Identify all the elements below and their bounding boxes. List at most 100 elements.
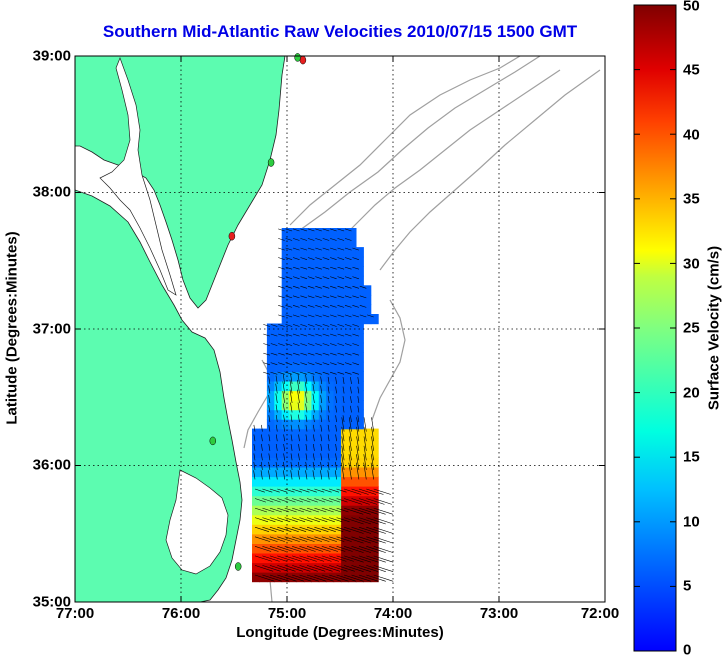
- velocity-vector: [344, 276, 352, 280]
- velocity-vector: [329, 488, 340, 493]
- velocity-vector: [322, 371, 330, 375]
- velocity-cell: [348, 466, 357, 478]
- velocity-cell: [289, 486, 298, 497]
- velocity-vector: [335, 415, 337, 423]
- velocity-vector: [300, 238, 308, 241]
- velocity-cell: [266, 562, 275, 573]
- velocity-cell: [304, 562, 312, 573]
- velocity-vector: [327, 443, 330, 451]
- velocity-cell: [363, 457, 372, 468]
- velocity-cell: [274, 457, 283, 468]
- velocity-cell: [274, 466, 283, 478]
- velocity-vector: [322, 257, 330, 260]
- velocity-cell: [274, 447, 283, 458]
- velocity-vector: [277, 565, 296, 572]
- velocity-vector: [275, 404, 278, 413]
- velocity-vector: [299, 507, 312, 513]
- velocity-vector: [320, 376, 323, 384]
- velocity-vector: [344, 238, 352, 241]
- velocity-vector: [359, 314, 367, 318]
- velocity-cell: [333, 323, 342, 334]
- velocity-cell: [304, 304, 312, 315]
- velocity-cell: [326, 380, 335, 392]
- velocity-cell: [348, 323, 357, 334]
- velocity-vector: [285, 228, 293, 232]
- velocity-cell: [341, 294, 350, 306]
- velocity-vector: [277, 371, 285, 375]
- velocity-vector: [342, 415, 345, 423]
- velocity-vector: [337, 371, 345, 375]
- velocity-cell: [318, 247, 327, 258]
- velocity-vector: [292, 285, 300, 289]
- velocity-vector: [350, 396, 352, 404]
- velocity-cell: [333, 428, 342, 439]
- velocity-cell: [348, 514, 357, 525]
- velocity-cell: [355, 247, 364, 258]
- velocity-cell: [289, 333, 298, 344]
- velocity-vector: [315, 305, 322, 308]
- velocity-cell: [326, 361, 335, 372]
- velocity-cell: [355, 447, 364, 458]
- velocity-vector: [341, 445, 345, 461]
- velocity-cell: [326, 266, 335, 277]
- velocity-vector: [356, 445, 360, 461]
- velocity-vector: [305, 434, 308, 442]
- velocity-cell: [281, 342, 290, 353]
- velocity-cell: [348, 438, 357, 449]
- velocity-cell: [341, 466, 350, 478]
- velocity-cell: [274, 390, 283, 401]
- velocity-cell: [304, 476, 312, 487]
- velocity-vector: [292, 371, 300, 375]
- velocity-vector: [285, 295, 293, 299]
- velocity-cell: [281, 543, 290, 554]
- velocity-vector: [336, 507, 349, 513]
- velocity-cell: [274, 476, 283, 487]
- velocity-cell: [311, 533, 320, 544]
- velocity-cell: [259, 447, 268, 458]
- velocity-vector: [358, 517, 379, 525]
- velocity-vector: [300, 247, 308, 251]
- velocity-vector: [327, 376, 330, 384]
- velocity-vector: [329, 517, 343, 523]
- velocity-cell: [311, 447, 320, 458]
- velocity-vector: [275, 424, 278, 432]
- velocity-vector: [321, 546, 338, 552]
- velocity-cell: [355, 457, 364, 468]
- velocity-vector: [254, 546, 272, 552]
- velocity-vector: [290, 424, 293, 432]
- velocity-vector: [300, 295, 308, 299]
- velocity-cell: [259, 466, 268, 478]
- velocity-vector: [344, 488, 362, 495]
- velocity-cell: [296, 314, 305, 325]
- velocity-cell: [281, 237, 290, 248]
- velocity-cell: [326, 533, 335, 544]
- velocity-vector: [275, 414, 278, 423]
- velocity-cell: [333, 266, 342, 277]
- velocity-vector: [366, 555, 386, 563]
- velocity-cell: [274, 514, 283, 525]
- velocity-vector: [344, 536, 364, 544]
- velocity-cell: [370, 438, 379, 449]
- velocity-cell: [333, 256, 342, 267]
- velocity-vector: [320, 461, 323, 470]
- velocity-cell: [355, 333, 364, 344]
- velocity-vector: [290, 470, 293, 480]
- velocity-vector: [307, 228, 315, 232]
- velocity-vector: [269, 574, 290, 582]
- x-tick-label: 73:00: [479, 605, 519, 622]
- velocity-cell: [311, 228, 320, 239]
- velocity-cell: [252, 524, 260, 535]
- velocity-vector: [357, 405, 360, 413]
- velocity-vector: [292, 565, 311, 572]
- velocity-vector: [262, 526, 277, 532]
- velocity-vector: [336, 488, 347, 493]
- velocity-cell: [289, 438, 298, 449]
- velocity-vector: [337, 305, 345, 308]
- velocity-vector: [327, 470, 330, 480]
- velocity-vector: [348, 417, 352, 432]
- velocity-vector: [298, 443, 300, 451]
- velocity-cell: [355, 543, 364, 554]
- velocity-vector: [292, 266, 300, 270]
- velocity-vector: [268, 405, 271, 413]
- velocity-vector: [334, 470, 337, 480]
